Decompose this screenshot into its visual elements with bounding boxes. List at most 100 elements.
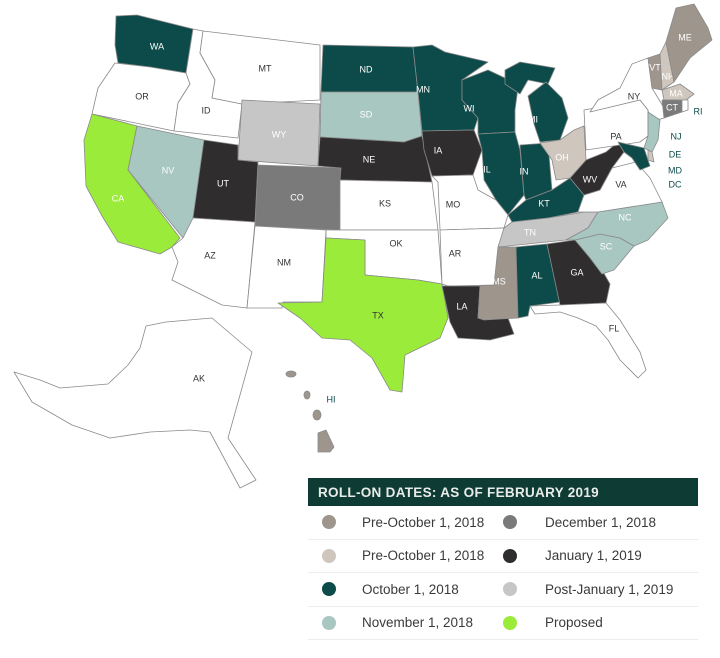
state-label-NV: NV bbox=[162, 165, 175, 175]
state-label-VA: VA bbox=[615, 179, 626, 189]
state-MD[interactable]: MD bbox=[617, 141, 682, 175]
state-ME[interactable]: ME bbox=[665, 3, 713, 83]
state-label-WV: WV bbox=[583, 174, 598, 184]
state-label-TX: TX bbox=[372, 310, 384, 320]
swatch-proposed-icon bbox=[503, 615, 517, 630]
state-IA[interactable]: IA bbox=[421, 129, 483, 177]
legend-row: Pre-October 1, 2018 December 1, 2018 bbox=[308, 506, 698, 540]
legend: ROLL-ON DATES: AS OF FEBRUARY 2019 Pre-O… bbox=[308, 478, 698, 640]
state-WI[interactable]: WI bbox=[461, 69, 519, 135]
state-label-AZ: AZ bbox=[204, 250, 216, 260]
legend-label: Proposed bbox=[545, 615, 603, 631]
state-RI[interactable]: RI bbox=[681, 99, 703, 116]
state-label-WA: WA bbox=[150, 41, 164, 51]
state-label-MA: MA bbox=[669, 88, 683, 98]
state-label-TN: TN bbox=[524, 227, 536, 237]
swatch-december-icon bbox=[503, 515, 517, 530]
state-WY[interactable]: WY bbox=[237, 99, 321, 167]
state-label-NJ: NJ bbox=[671, 131, 682, 141]
state-label-ID: ID bbox=[202, 105, 212, 115]
state-label-NE: NE bbox=[363, 154, 376, 164]
state-label-UT: UT bbox=[217, 178, 229, 188]
state-TX[interactable]: TX bbox=[277, 237, 449, 393]
state-label-SC: SC bbox=[600, 241, 613, 251]
legend-label: December 1, 2018 bbox=[545, 514, 657, 530]
state-label-GA: GA bbox=[570, 267, 583, 277]
state-label-AR: AR bbox=[449, 248, 462, 258]
legend-label: October 1, 2018 bbox=[362, 581, 459, 597]
state-label-ME: ME bbox=[678, 32, 692, 42]
legend-label: Post-January 1, 2019 bbox=[545, 581, 674, 597]
state-label-MN: MN bbox=[416, 84, 430, 94]
state-label-CA: CA bbox=[112, 193, 125, 203]
legend-label: November 1, 2018 bbox=[362, 615, 474, 631]
state-label-AK: AK bbox=[193, 373, 205, 383]
state-NM[interactable]: NM bbox=[246, 225, 327, 309]
state-label-AL: AL bbox=[531, 270, 542, 280]
state-MA[interactable]: MA bbox=[661, 83, 695, 101]
state-label-SD: SD bbox=[360, 109, 373, 119]
state-label-HI: HI bbox=[327, 394, 336, 404]
state-label-OK: OK bbox=[389, 238, 402, 248]
swatch-november-icon bbox=[322, 615, 336, 630]
state-HI[interactable]: HI bbox=[285, 370, 336, 453]
state-label-MS: MS bbox=[492, 276, 506, 286]
swatch-october-icon bbox=[322, 582, 336, 597]
state-NC[interactable]: NC bbox=[565, 201, 669, 247]
legend-item: Pre-October 1, 2018 bbox=[308, 515, 503, 530]
state-OH[interactable]: OH bbox=[539, 125, 587, 181]
state-label-KS: KS bbox=[379, 198, 391, 208]
swatch-pre-october-dark-icon bbox=[322, 515, 336, 530]
state-label-KT: KT bbox=[538, 198, 550, 208]
state-label-MT: MT bbox=[259, 63, 272, 73]
state-label-IL: IL bbox=[483, 164, 491, 174]
state-CT[interactable]: CT bbox=[661, 99, 683, 119]
legend-row: October 1, 2018 Post-January 1, 2019 bbox=[308, 573, 698, 607]
state-label-ND: ND bbox=[360, 64, 373, 74]
state-MO[interactable]: MO bbox=[431, 174, 509, 231]
state-label-RI: RI bbox=[694, 106, 703, 116]
legend-row: Pre-October 1, 2018 January 1, 2019 bbox=[308, 540, 698, 573]
state-label-DC: DC bbox=[669, 179, 682, 189]
state-label-NM: NM bbox=[277, 257, 291, 267]
state-label-MO: MO bbox=[446, 199, 461, 209]
state-CO[interactable]: CO bbox=[254, 164, 342, 231]
state-label-WI: WI bbox=[464, 103, 475, 113]
state-label-LA: LA bbox=[456, 301, 467, 311]
state-label-DE: DE bbox=[669, 149, 682, 159]
state-label-FL: FL bbox=[609, 323, 620, 333]
state-KS[interactable]: KS bbox=[339, 179, 439, 231]
state-label-OH: OH bbox=[555, 152, 569, 162]
state-label-CT: CT bbox=[666, 102, 678, 112]
state-label-NH: NH bbox=[662, 71, 675, 81]
state-label-WY: WY bbox=[272, 129, 287, 139]
legend-item: November 1, 2018 bbox=[308, 615, 503, 630]
legend-label: Pre-October 1, 2018 bbox=[362, 514, 485, 530]
state-MT[interactable]: MT bbox=[199, 30, 321, 105]
legend-row: November 1, 2018 Proposed bbox=[308, 607, 698, 640]
swatch-pre-october-light-icon bbox=[322, 548, 336, 563]
legend-item: December 1, 2018 bbox=[503, 515, 698, 530]
legend-item: October 1, 2018 bbox=[308, 582, 503, 597]
legend-item: Pre-October 1, 2018 bbox=[308, 548, 503, 563]
legend-item: January 1, 2019 bbox=[503, 548, 698, 563]
state-label-NY: NY bbox=[628, 91, 641, 101]
legend-label: Pre-October 1, 2018 bbox=[362, 548, 485, 564]
state-FL[interactable]: FL bbox=[529, 302, 647, 379]
legend-item: Post-January 1, 2019 bbox=[503, 582, 698, 597]
state-SD[interactable]: SD bbox=[319, 91, 423, 143]
state-label-CO: CO bbox=[290, 192, 304, 202]
state-AK[interactable]: AK bbox=[13, 317, 257, 489]
state-label-IA: IA bbox=[434, 145, 443, 155]
state-label-VT: VT bbox=[649, 62, 661, 72]
legend-label: January 1, 2019 bbox=[545, 548, 642, 564]
state-label-NC: NC bbox=[619, 212, 632, 222]
legend-item: Proposed bbox=[503, 615, 698, 630]
swatch-january-icon bbox=[503, 548, 517, 563]
swatch-post-january-icon bbox=[503, 582, 517, 597]
state-DE[interactable]: DE bbox=[647, 149, 682, 163]
state-ND[interactable]: ND bbox=[320, 44, 419, 93]
state-label-MI: MI bbox=[528, 114, 538, 124]
state-MI[interactable]: MI bbox=[504, 61, 569, 143]
